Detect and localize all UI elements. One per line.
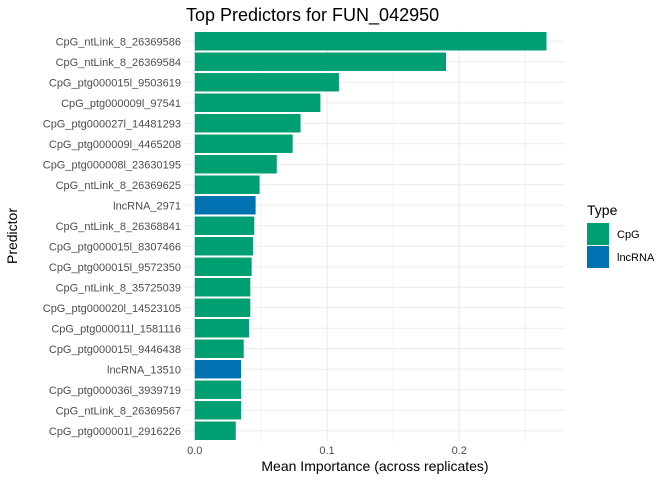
- y-tick-label: CpG_ptg000020l_14523105: [43, 303, 181, 315]
- bar-CpG_ntLink_8_26369584: [194, 52, 447, 71]
- bar-CpG_ntLink_8_35725039: [194, 278, 251, 297]
- bar-lncRNA_2971: [194, 196, 256, 215]
- bar-CpG_ntLink_8_26369567: [194, 401, 242, 420]
- legend-label-CpG: CpG: [617, 229, 640, 241]
- bar-CpG_ptg000015l_8307466: [194, 237, 253, 256]
- y-tick-label: CpG_ptg000036l_3939719: [49, 385, 181, 397]
- y-tick-label: CpG_ntLink_8_26369625: [56, 180, 181, 192]
- legend: Type CpG lncRNA: [587, 202, 655, 268]
- y-tick-label: CpG_ptg000015l_9572350: [49, 262, 181, 274]
- y-tick-label: CpG_ntLink_8_35725039: [56, 282, 181, 294]
- bar-CpG_ptg000009l_4465208: [194, 134, 293, 153]
- y-tick-label: CpG_ntLink_8_26369584: [56, 57, 181, 69]
- bar-CpG_ntLink_8_26368841: [194, 216, 255, 235]
- y-tick-label: CpG_ntLink_8_26369586: [56, 36, 181, 48]
- bar-CpG_ntLink_8_26369586: [194, 32, 547, 51]
- bar-CpG_ntLink_8_26369625: [194, 175, 260, 194]
- legend-key-lncRNA: [587, 246, 609, 268]
- y-tick-label: CpG_ptg000015l_9503619: [49, 77, 181, 89]
- x-tick-label: 0.2: [452, 445, 467, 457]
- chart-title: Top Predictors for FUN_042950: [186, 5, 439, 26]
- bar-CpG_ptg000001l_2916226: [194, 421, 236, 440]
- bar-CpG_ptg000008l_23630195: [194, 155, 277, 174]
- y-tick-label: CpG_ptg000015l_8307466: [49, 241, 181, 253]
- x-tick-label: 0.1: [319, 445, 334, 457]
- bars: [194, 32, 547, 440]
- bar-CpG_ptg000015l_9572350: [194, 257, 252, 276]
- y-tick-label: CpG_ptg000027l_14481293: [43, 118, 181, 130]
- bar-CpG_ptg000015l_9446438: [194, 339, 244, 358]
- x-tick-label: 0.0: [187, 445, 202, 457]
- y-axis-title: Predictor: [4, 208, 20, 264]
- bar-CpG_ptg000020l_14523105: [194, 298, 251, 317]
- y-tick-label: CpG_ptg000008l_23630195: [43, 159, 181, 171]
- bar-CpG_ptg000036l_3939719: [194, 380, 242, 399]
- y-tick-label: CpG_ptg000015l_9446438: [49, 344, 181, 356]
- grid: [185, 31, 565, 441]
- x-tick-labels: 0.0 0.1 0.2: [187, 445, 467, 457]
- y-tick-labels: CpG_ntLink_8_26369586 CpG_ntLink_8_263695…: [43, 36, 181, 438]
- bar-lncRNA_13510: [194, 360, 242, 379]
- y-tick-label: CpG_ntLink_8_26368841: [56, 221, 181, 233]
- y-tick-label: lncRNA_2971: [113, 200, 181, 212]
- legend-key-CpG: [587, 223, 609, 245]
- y-tick-label: CpG_ptg000009l_4465208: [49, 139, 181, 151]
- y-tick-label: CpG_ptg000009l_97541: [61, 98, 181, 110]
- bar-CpG_ptg000027l_14481293: [194, 114, 301, 133]
- legend-label-lncRNA: lncRNA: [617, 252, 655, 264]
- y-tick-label: CpG_ptg000011l_1581116: [51, 323, 181, 335]
- bar-CpG_ptg000011l_1581116: [194, 319, 249, 338]
- x-axis-title: Mean Importance (across replicates): [261, 458, 488, 474]
- bar-CpG_ptg000015l_9503619: [194, 73, 339, 92]
- y-tick-label: CpG_ntLink_8_26369567: [56, 405, 181, 417]
- y-tick-label: CpG_ptg000001l_2916226: [49, 426, 181, 438]
- legend-title: Type: [587, 202, 618, 218]
- bar-CpG_ptg000009l_97541: [194, 93, 321, 112]
- y-tick-label: lncRNA_13510: [107, 364, 181, 376]
